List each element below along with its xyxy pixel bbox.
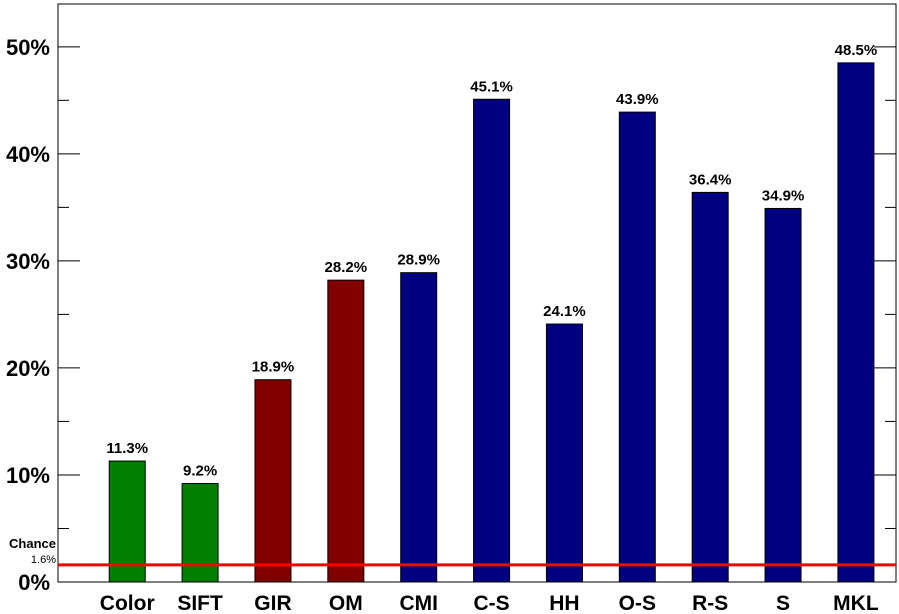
bar-value-label: 48.5% (835, 42, 878, 59)
bar-value-label: 11.3% (106, 440, 148, 457)
y-tick-label: 10% (6, 463, 50, 488)
y-tick-label: 0% (18, 570, 50, 595)
y-tick-label: 20% (6, 356, 50, 381)
x-tick-label: HH (549, 592, 579, 614)
x-tick-label: C-S (473, 592, 509, 614)
bar-value-label: 9.2% (183, 463, 217, 480)
bar-om (327, 279, 365, 583)
x-tick-label: CMI (399, 592, 438, 614)
bar-sift (181, 483, 219, 583)
x-tick-label: SIFT (177, 592, 223, 614)
bar-value-label: 36.4% (689, 171, 732, 188)
bar-value-label: 28.9% (397, 252, 440, 269)
bar-color (108, 460, 146, 583)
x-tick-labels: Color SIFT GIR OM CMI C-S HH O-S R-S S MKL (100, 592, 879, 614)
axis-ticks (58, 46, 896, 583)
x-tick-label: O-S (619, 592, 656, 614)
x-tick-label: MKL (833, 592, 879, 614)
bar-value-label: 34.9% (762, 187, 805, 204)
bar-r-s (691, 191, 729, 583)
bar-value-label: 24.1% (543, 303, 586, 320)
bars (108, 62, 875, 583)
x-tick-label: GIR (254, 592, 291, 614)
bar-value-label: 28.2% (325, 259, 368, 276)
bar-value-label: 18.9% (252, 359, 295, 376)
chance-value-label: 1.6% (31, 554, 56, 566)
x-tick-label: S (776, 592, 790, 614)
chance-label: Chance (9, 536, 56, 551)
y-tick-labels: 0% 10% 20% 30% 40% 50% (6, 35, 50, 595)
y-tick-label: 30% (6, 249, 50, 274)
data-labels: 11.3% 9.2% 18.9% 28.2% 28.9% 45.1% 24.1% 43.9% 3… (106, 42, 877, 480)
bar-s (764, 207, 802, 583)
x-tick-label: Color (100, 592, 155, 614)
bar-gir (254, 379, 292, 583)
bar-value-label: 45.1% (470, 78, 513, 95)
y-tick-label: 50% (6, 35, 50, 60)
x-tick-label: OM (329, 592, 363, 614)
y-tick-label: 40% (6, 142, 50, 167)
bar-mkl (837, 62, 875, 583)
x-tick-label: R-S (692, 592, 728, 614)
bar-o-s (618, 111, 656, 583)
bar-cmi (400, 272, 438, 583)
bar-c-s (473, 98, 511, 583)
bar-hh (545, 323, 583, 583)
bar-value-label: 43.9% (616, 91, 659, 108)
